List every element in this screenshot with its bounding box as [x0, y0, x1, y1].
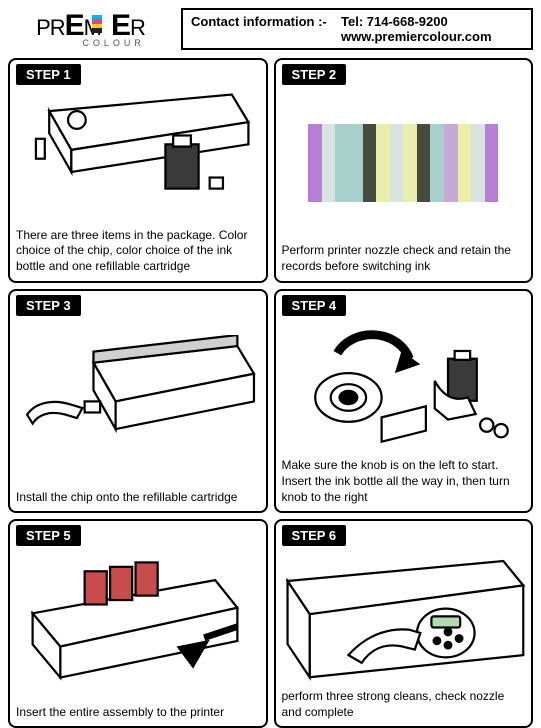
- step-label: STEP 5: [16, 525, 81, 546]
- header: PREMER COLOUR Contact information :- Tel…: [8, 8, 533, 50]
- tel-value: 714-668-9200: [367, 14, 448, 29]
- step-4-illustration: [282, 320, 526, 453]
- step-caption: Insert the entire assembly to the printe…: [16, 705, 260, 721]
- web-value: www.premiercolour.com: [341, 29, 523, 44]
- logo-color-stripes: [92, 15, 102, 33]
- contact-label: Contact information :-: [191, 14, 341, 29]
- step-6: STEP 6 perform three strong cleans, chec…: [274, 519, 534, 728]
- step-4: STEP 4 Make sure the knob is on: [274, 289, 534, 514]
- nozzle-check-strip: [308, 124, 498, 202]
- step-label: STEP 1: [16, 64, 81, 85]
- step-6-illustration: [282, 550, 526, 683]
- step-caption: Perform printer nozzle check and retain …: [282, 243, 526, 274]
- step-1-illustration: [16, 89, 260, 222]
- steps-grid: STEP 1 There are three items in the pack…: [8, 58, 533, 728]
- step-label: STEP 4: [282, 295, 347, 316]
- step-label: STEP 3: [16, 295, 81, 316]
- logo: PREMER COLOUR: [8, 8, 173, 50]
- step-caption: Install the chip onto the refillable car…: [16, 490, 260, 506]
- step-2-illustration: [282, 89, 526, 237]
- step-5-illustration: [16, 550, 260, 698]
- step-3: STEP 3 Install the chip onto the refilla…: [8, 289, 268, 514]
- step-caption: perform three strong cleans, check nozzl…: [282, 689, 526, 720]
- step-caption: There are three items in the package. Co…: [16, 228, 260, 275]
- step-5: STEP 5 Insert the entire assembly to the…: [8, 519, 268, 728]
- step-label: STEP 6: [282, 525, 347, 546]
- step-1: STEP 1 There are three items in the pack…: [8, 58, 268, 283]
- step-2: STEP 2 Perform printer nozzle check and …: [274, 58, 534, 283]
- tel-label: Tel:: [341, 14, 367, 29]
- step-label: STEP 2: [282, 64, 347, 85]
- contact-info-box: Contact information :- Tel: 714-668-9200…: [181, 8, 533, 50]
- step-caption: Make sure the knob is on the left to sta…: [282, 458, 526, 505]
- step-3-illustration: [16, 320, 260, 484]
